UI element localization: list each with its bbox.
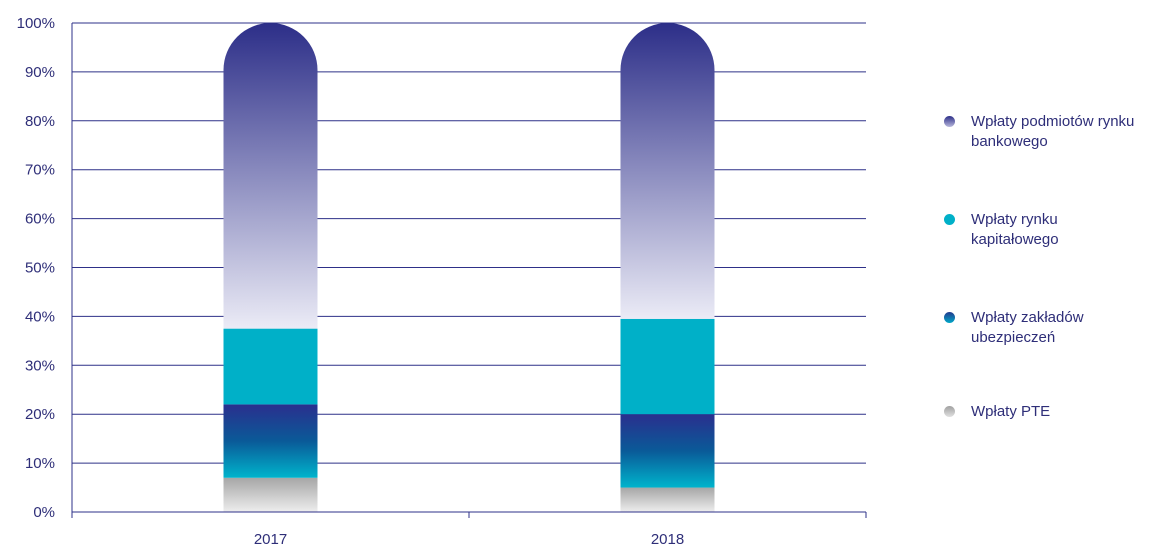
legend-dot-bank <box>944 116 955 127</box>
legend-dot-insurance <box>944 312 955 323</box>
y-tick-label: 40% <box>25 308 55 325</box>
legend-label-pte: Wpłaty PTE <box>971 403 1051 420</box>
legend-dot-capital-market <box>944 214 955 225</box>
y-tick-label: 80% <box>25 113 55 130</box>
y-tick-label: 90% <box>25 64 55 81</box>
x-tick-label: 2017 <box>254 531 287 548</box>
legend-dot-pte <box>944 406 955 417</box>
y-tick-label: 10% <box>25 455 55 472</box>
x-axis-tick-labels: 2017 2018 <box>254 531 684 548</box>
bar-segment-pte <box>223 477 318 512</box>
y-tick-label: 0% <box>33 504 55 521</box>
bar-segment-capital-market <box>223 328 318 405</box>
legend-label-insurance: Wpłaty zakładów ubezpieczeń <box>971 309 1084 346</box>
legend-item-insurance: Wpłaty zakładów ubezpieczeń <box>944 308 1141 348</box>
y-tick-label: 50% <box>25 260 55 277</box>
bar-segment-bank <box>620 22 715 319</box>
y-tick-label: 70% <box>25 162 55 179</box>
bar-segment-pte <box>620 487 715 512</box>
gridlines <box>72 22 866 464</box>
y-tick-label: 20% <box>25 406 55 423</box>
bar-segment-insurance <box>223 404 318 478</box>
x-tick-label: 2018 <box>651 531 684 548</box>
axes <box>71 23 867 518</box>
y-tick-label: 100% <box>17 15 55 32</box>
bar-segment-insurance <box>620 414 715 488</box>
bars <box>223 22 715 512</box>
legend-label-capital-market: Wpłaty rynku kapitałowego <box>971 211 1059 248</box>
legend-item-capital-market: Wpłaty rynku kapitałowego <box>944 210 1141 250</box>
legend-item-bank: Wpłaty podmiotów rynku bankowego <box>944 112 1141 152</box>
y-tick-label: 60% <box>25 211 55 228</box>
legend-item-pte: Wpłaty PTE <box>944 402 1141 422</box>
y-axis-tick-labels: 0% 10% 20% 30% 40% 50% 60% 70% 80% 90% 100% <box>17 15 55 521</box>
legend-label-bank: Wpłaty podmiotów rynku bankowego <box>971 113 1135 150</box>
bar-segment-capital-market <box>620 318 715 415</box>
y-tick-label: 30% <box>25 357 55 374</box>
bar-segment-bank <box>223 22 318 329</box>
